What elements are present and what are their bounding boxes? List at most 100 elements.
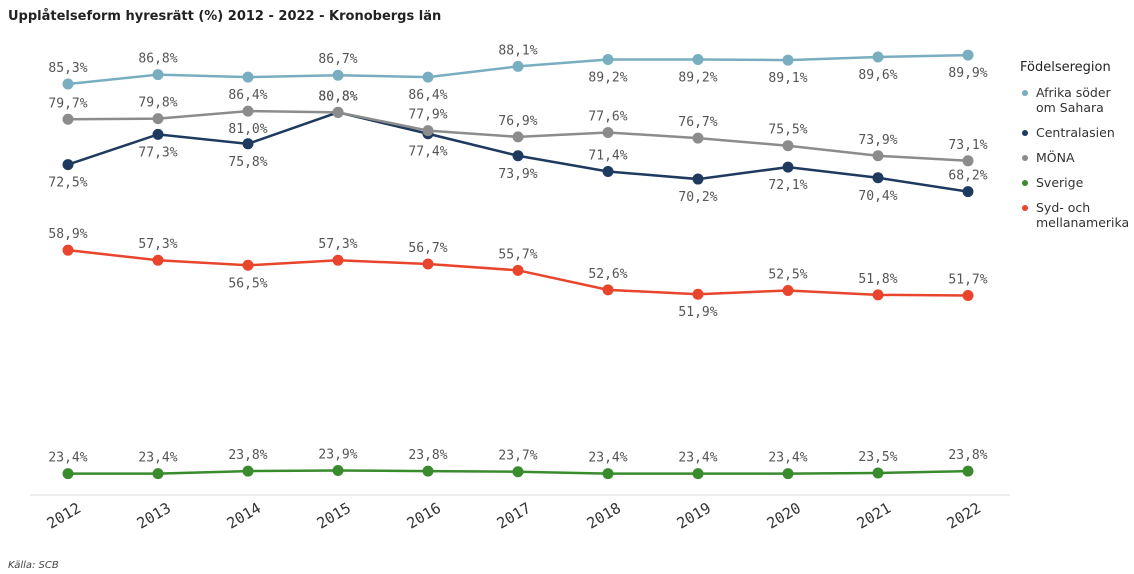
value-label: 57,3% [138,237,177,252]
point [242,71,254,83]
x-tick-label: 2016 [404,499,444,533]
x-tick-label: 2017 [494,499,534,533]
point [962,155,974,167]
value-label: 52,6% [588,267,627,282]
x-tick-label: 2014 [224,499,264,533]
legend-item: Afrika söder om Sahara [1020,85,1132,115]
point [512,466,524,478]
value-label: 23,7% [498,449,537,464]
point [872,289,884,301]
value-label: 73,9% [498,167,537,182]
point [512,264,524,276]
point [602,166,614,178]
point [962,465,974,477]
value-label: 68,2% [948,169,987,184]
point [152,254,164,266]
value-label: 55,7% [498,247,537,262]
point [152,468,164,480]
value-label: 23,4% [678,451,717,466]
point [62,78,74,90]
point [872,467,884,479]
point [692,53,704,65]
value-label: 23,4% [48,451,87,466]
point [62,113,74,125]
point [782,284,794,296]
x-tick-label: 2021 [854,499,894,533]
value-label: 76,7% [678,115,717,130]
value-label: 89,1% [768,71,807,86]
x-tick-label: 2019 [674,499,714,533]
point [62,244,74,256]
x-tick-label: 2022 [944,499,984,533]
value-label: 23,9% [318,447,357,462]
point [512,60,524,72]
legend-marker [1022,130,1028,136]
point [62,468,74,480]
x-tick-label: 2013 [134,499,174,533]
value-label: 75,5% [768,123,807,138]
point [422,71,434,83]
point [962,289,974,301]
value-label: 79,7% [48,96,87,111]
legend-item: Sverige [1020,175,1132,190]
legend-label: Sverige [1036,175,1084,190]
point [782,54,794,66]
value-label: 23,5% [858,450,897,465]
value-label: 51,9% [678,305,717,320]
value-label: 56,5% [228,276,267,291]
value-label: 86,4% [408,88,447,103]
legend-marker [1022,90,1028,96]
value-label: 89,2% [588,70,627,85]
legend-label: Centralasien [1036,125,1115,140]
legend-marker [1022,180,1028,186]
point [332,106,344,118]
point [602,284,614,296]
value-label: 81,0% [228,122,267,137]
legend-item: Centralasien [1020,125,1132,140]
value-label: 23,4% [588,451,627,466]
point [692,468,704,480]
legend-marker [1022,155,1028,161]
legend-title: Födelseregion [1020,60,1111,75]
value-label: 79,8% [138,96,177,111]
chart-title: Upplåtelseform hyresrätt (%) 2012 - 2022… [8,9,441,24]
value-label: 52,5% [768,267,807,282]
point [422,258,434,270]
value-label: 86,4% [228,88,267,103]
value-label: 56,7% [408,241,447,256]
value-label: 77,3% [138,145,177,160]
legend-label: Afrika söder om Sahara [1036,85,1111,115]
value-label: 75,8% [228,155,267,170]
point [152,128,164,140]
point [782,161,794,173]
x-tick-label: 2012 [44,499,84,533]
point [332,69,344,81]
value-label: 77,6% [588,109,627,124]
point [602,126,614,138]
point [152,113,164,125]
value-label: 80,8% [318,89,357,104]
legend-marker [1022,205,1028,211]
point [872,51,884,63]
point [242,259,254,271]
value-label: 76,9% [498,114,537,129]
legend: Födelseregion Afrika söder om Sahara Cent… [1020,60,1132,230]
value-label: 73,1% [948,138,987,153]
legend-item: Syd- och mellanamerika [1020,200,1132,230]
value-label: 85,3% [48,61,87,76]
value-label: 73,9% [858,133,897,148]
point [782,140,794,152]
value-label: 80,8% [318,89,357,104]
point [512,150,524,162]
value-label: 70,4% [858,189,897,204]
point [692,132,704,144]
point [422,465,434,477]
point [962,186,974,198]
value-label: 77,9% [408,108,447,123]
value-label: 23,8% [948,448,987,463]
value-label: 71,4% [588,149,627,164]
point [422,125,434,137]
value-label: 51,8% [858,272,897,287]
